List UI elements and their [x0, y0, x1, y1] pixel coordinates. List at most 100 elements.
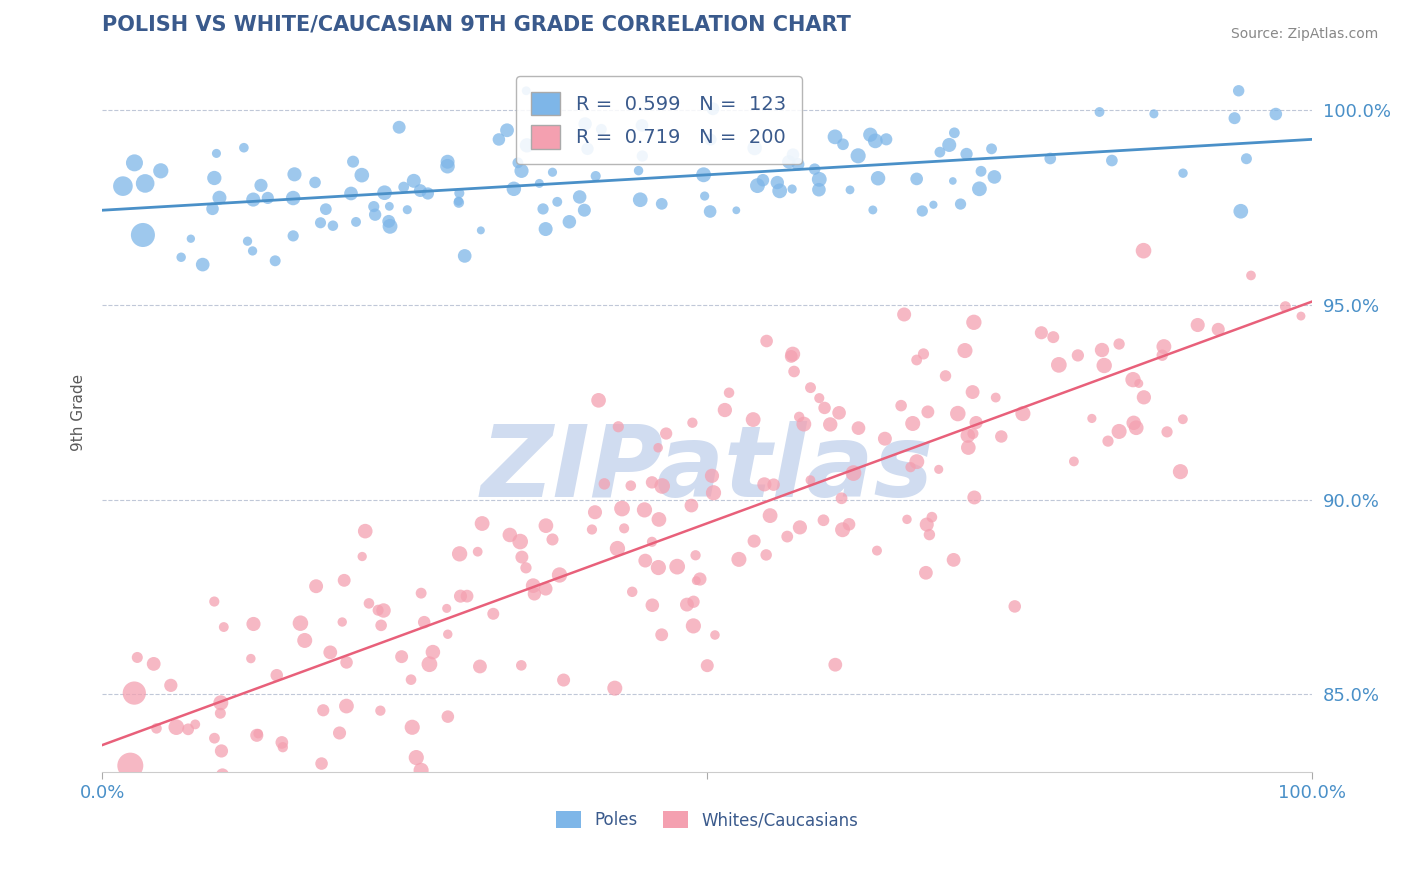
- Point: [283, 167, 305, 181]
- Point: [449, 547, 471, 561]
- Point: [470, 223, 492, 237]
- Point: [319, 645, 342, 659]
- Point: [354, 524, 377, 538]
- Point: [681, 499, 703, 513]
- Point: [946, 407, 969, 421]
- Point: [212, 620, 235, 634]
- Point: [928, 462, 950, 476]
- Point: [759, 508, 782, 523]
- Point: [651, 628, 673, 642]
- Point: [548, 568, 571, 582]
- Point: [534, 518, 557, 533]
- Point: [928, 145, 950, 160]
- Point: [1088, 105, 1111, 120]
- Point: [1122, 373, 1144, 387]
- Point: [963, 491, 986, 505]
- Point: [242, 244, 264, 258]
- Point: [1042, 330, 1064, 344]
- Point: [322, 219, 344, 233]
- Point: [838, 517, 860, 532]
- Point: [984, 391, 1007, 405]
- Point: [191, 258, 214, 272]
- Point: [256, 191, 278, 205]
- Point: [1101, 153, 1123, 168]
- Point: [983, 169, 1005, 184]
- Point: [488, 132, 510, 146]
- Text: Source: ZipAtlas.com: Source: ZipAtlas.com: [1230, 27, 1378, 41]
- Point: [482, 607, 505, 621]
- Point: [436, 159, 458, 173]
- Point: [510, 658, 533, 673]
- Point: [776, 530, 799, 544]
- Point: [607, 419, 630, 434]
- Point: [782, 147, 804, 161]
- Point: [534, 222, 557, 236]
- Point: [373, 603, 395, 617]
- Point: [934, 368, 956, 383]
- Point: [523, 587, 546, 601]
- Point: [211, 768, 233, 782]
- Point: [350, 168, 373, 182]
- Point: [328, 726, 350, 740]
- Point: [454, 249, 477, 263]
- Point: [613, 521, 636, 535]
- Point: [1122, 416, 1144, 430]
- Point: [1004, 599, 1026, 614]
- Point: [456, 589, 478, 603]
- Point: [839, 183, 862, 197]
- Point: [529, 177, 551, 191]
- Point: [742, 534, 765, 549]
- Point: [378, 219, 401, 234]
- Point: [447, 194, 470, 209]
- Point: [309, 216, 332, 230]
- Point: [468, 659, 491, 673]
- Point: [807, 183, 830, 197]
- Point: [1289, 309, 1312, 323]
- Point: [184, 717, 207, 731]
- Point: [641, 475, 664, 490]
- Point: [865, 134, 887, 148]
- Point: [436, 154, 458, 169]
- Point: [576, 142, 599, 156]
- Point: [621, 584, 644, 599]
- Point: [312, 703, 335, 717]
- Point: [862, 202, 884, 217]
- Point: [606, 541, 628, 556]
- Point: [1156, 425, 1178, 439]
- Point: [965, 416, 987, 430]
- Point: [250, 178, 273, 193]
- Point: [803, 162, 825, 177]
- Point: [231, 796, 253, 810]
- Point: [655, 426, 678, 441]
- Point: [728, 552, 751, 566]
- Point: [401, 720, 423, 734]
- Point: [813, 401, 835, 415]
- Y-axis label: 9th Grade: 9th Grade: [72, 374, 86, 450]
- Point: [793, 417, 815, 431]
- Point: [581, 523, 603, 537]
- Point: [416, 186, 439, 201]
- Point: [641, 599, 664, 613]
- Point: [396, 202, 419, 217]
- Point: [1229, 204, 1251, 219]
- Point: [962, 385, 984, 400]
- Point: [1081, 411, 1104, 425]
- Point: [499, 528, 522, 542]
- Point: [963, 315, 986, 329]
- Point: [799, 473, 821, 487]
- Point: [506, 156, 529, 170]
- Point: [832, 137, 855, 152]
- Point: [370, 704, 392, 718]
- Point: [411, 586, 433, 600]
- Point: [177, 723, 200, 737]
- Point: [666, 559, 689, 574]
- Point: [333, 574, 356, 588]
- Point: [553, 673, 575, 687]
- Point: [648, 512, 671, 526]
- Point: [744, 141, 766, 155]
- Point: [949, 197, 972, 211]
- Point: [246, 728, 269, 742]
- Point: [159, 678, 181, 692]
- Point: [1264, 107, 1286, 121]
- Point: [340, 186, 363, 201]
